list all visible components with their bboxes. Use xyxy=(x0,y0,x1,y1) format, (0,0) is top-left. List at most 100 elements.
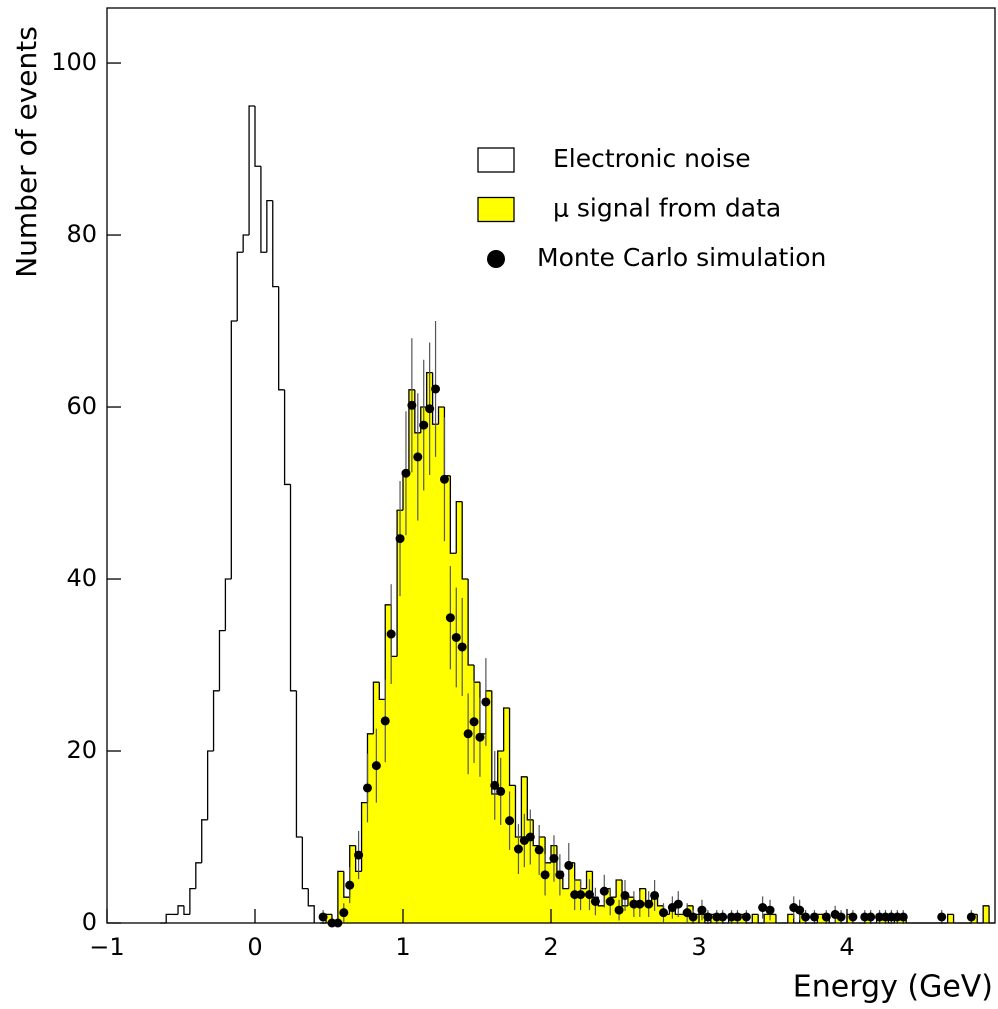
data-point xyxy=(590,897,600,907)
histogram-bar xyxy=(574,880,581,923)
histogram-outline xyxy=(283,389,291,486)
legend-label: Monte Carlo simulation xyxy=(537,243,826,272)
data-point xyxy=(765,905,775,915)
legend-label: μ signal from data xyxy=(553,194,781,223)
histogram-outline xyxy=(224,578,232,631)
histogram-outline xyxy=(218,629,226,691)
data-point xyxy=(937,912,947,922)
data-point xyxy=(445,613,455,623)
data-point xyxy=(395,534,405,544)
data-point xyxy=(795,905,805,915)
histogram-bar xyxy=(663,914,670,923)
histogram-bar xyxy=(533,845,540,923)
histogram-outline xyxy=(982,905,990,923)
data-point xyxy=(741,912,751,922)
histogram-outline xyxy=(278,286,285,391)
histogram-outline xyxy=(301,837,309,890)
data-point xyxy=(605,897,615,907)
histogram-outline xyxy=(532,819,540,847)
x-tick-label: 1 xyxy=(395,933,410,961)
histogram-bar xyxy=(752,914,759,923)
data-point xyxy=(658,908,668,918)
histogram-outline xyxy=(295,690,303,838)
histogram-bar xyxy=(580,888,587,923)
histogram-outline xyxy=(461,501,469,580)
histogram-outline xyxy=(307,888,315,923)
histogram-bar xyxy=(403,475,410,923)
data-point xyxy=(703,912,713,922)
histogram-outline xyxy=(615,879,623,898)
data-point xyxy=(836,912,846,922)
histogram-outline xyxy=(165,913,173,923)
histogram-outline xyxy=(248,105,255,236)
data-point xyxy=(644,899,654,909)
histogram-outline xyxy=(289,484,297,692)
data-point xyxy=(635,899,645,909)
data-point xyxy=(490,780,500,790)
data-point xyxy=(496,786,506,796)
histogram-bar xyxy=(947,914,954,923)
histogram-outline xyxy=(260,166,267,253)
histogram-bar xyxy=(509,785,516,923)
data-point xyxy=(469,717,479,727)
data-point xyxy=(457,642,467,652)
histogram-outline xyxy=(473,665,480,683)
histogram-outline xyxy=(426,371,433,408)
histogram-bar xyxy=(527,819,534,923)
histogram-outline xyxy=(520,776,528,838)
data-point xyxy=(401,468,411,478)
histogram-outline xyxy=(508,708,516,787)
histogram-bar xyxy=(462,579,469,923)
data-point xyxy=(732,912,742,922)
histogram-bar xyxy=(485,690,493,923)
histogram-outline xyxy=(183,905,190,916)
histogram-outline xyxy=(443,407,451,477)
data-point xyxy=(758,903,768,913)
histogram-bar xyxy=(503,708,510,923)
histogram-bar xyxy=(515,837,522,923)
histogram-bar xyxy=(426,372,433,924)
histogram-bar xyxy=(438,407,445,923)
histogram-bar xyxy=(397,510,404,923)
histogram-outline xyxy=(236,251,244,322)
data-point xyxy=(475,732,485,742)
data-point xyxy=(540,870,550,880)
histogram-bar xyxy=(545,862,552,923)
x-tick-label: 3 xyxy=(691,933,706,961)
histogram-outline xyxy=(449,475,457,554)
histogram-bar xyxy=(604,888,611,923)
data-point xyxy=(380,716,390,726)
histogram-outline xyxy=(372,681,380,734)
data-point xyxy=(371,761,381,771)
legend-swatch xyxy=(477,147,515,173)
data-point xyxy=(386,629,396,639)
histogram-bar xyxy=(326,914,333,923)
data-point xyxy=(525,832,535,842)
histogram-bar xyxy=(562,888,570,923)
histogram-bar xyxy=(414,432,422,923)
histogram-outline xyxy=(514,785,522,838)
data-point xyxy=(505,816,515,826)
histogram-outline xyxy=(396,509,403,657)
histogram-bar xyxy=(385,604,392,923)
data-point xyxy=(354,850,364,860)
histogram-bar xyxy=(337,871,345,923)
histogram-bar xyxy=(681,914,688,923)
histogram-outline xyxy=(467,579,475,666)
data-point xyxy=(650,890,660,900)
histogram-outline xyxy=(579,880,587,890)
histogram-bar xyxy=(610,897,617,923)
histogram-outline xyxy=(585,870,593,889)
histogram-outline xyxy=(656,897,664,907)
histogram-bar xyxy=(817,914,824,923)
data-point xyxy=(339,908,349,918)
histogram-bar xyxy=(787,914,795,923)
histogram-outline xyxy=(195,862,202,889)
histogram-bar xyxy=(420,407,428,923)
data-point xyxy=(620,890,630,900)
histogram-outline xyxy=(337,870,344,923)
histogram-bar xyxy=(379,699,386,923)
histogram-outline xyxy=(343,871,350,898)
histogram-outline xyxy=(621,880,628,907)
